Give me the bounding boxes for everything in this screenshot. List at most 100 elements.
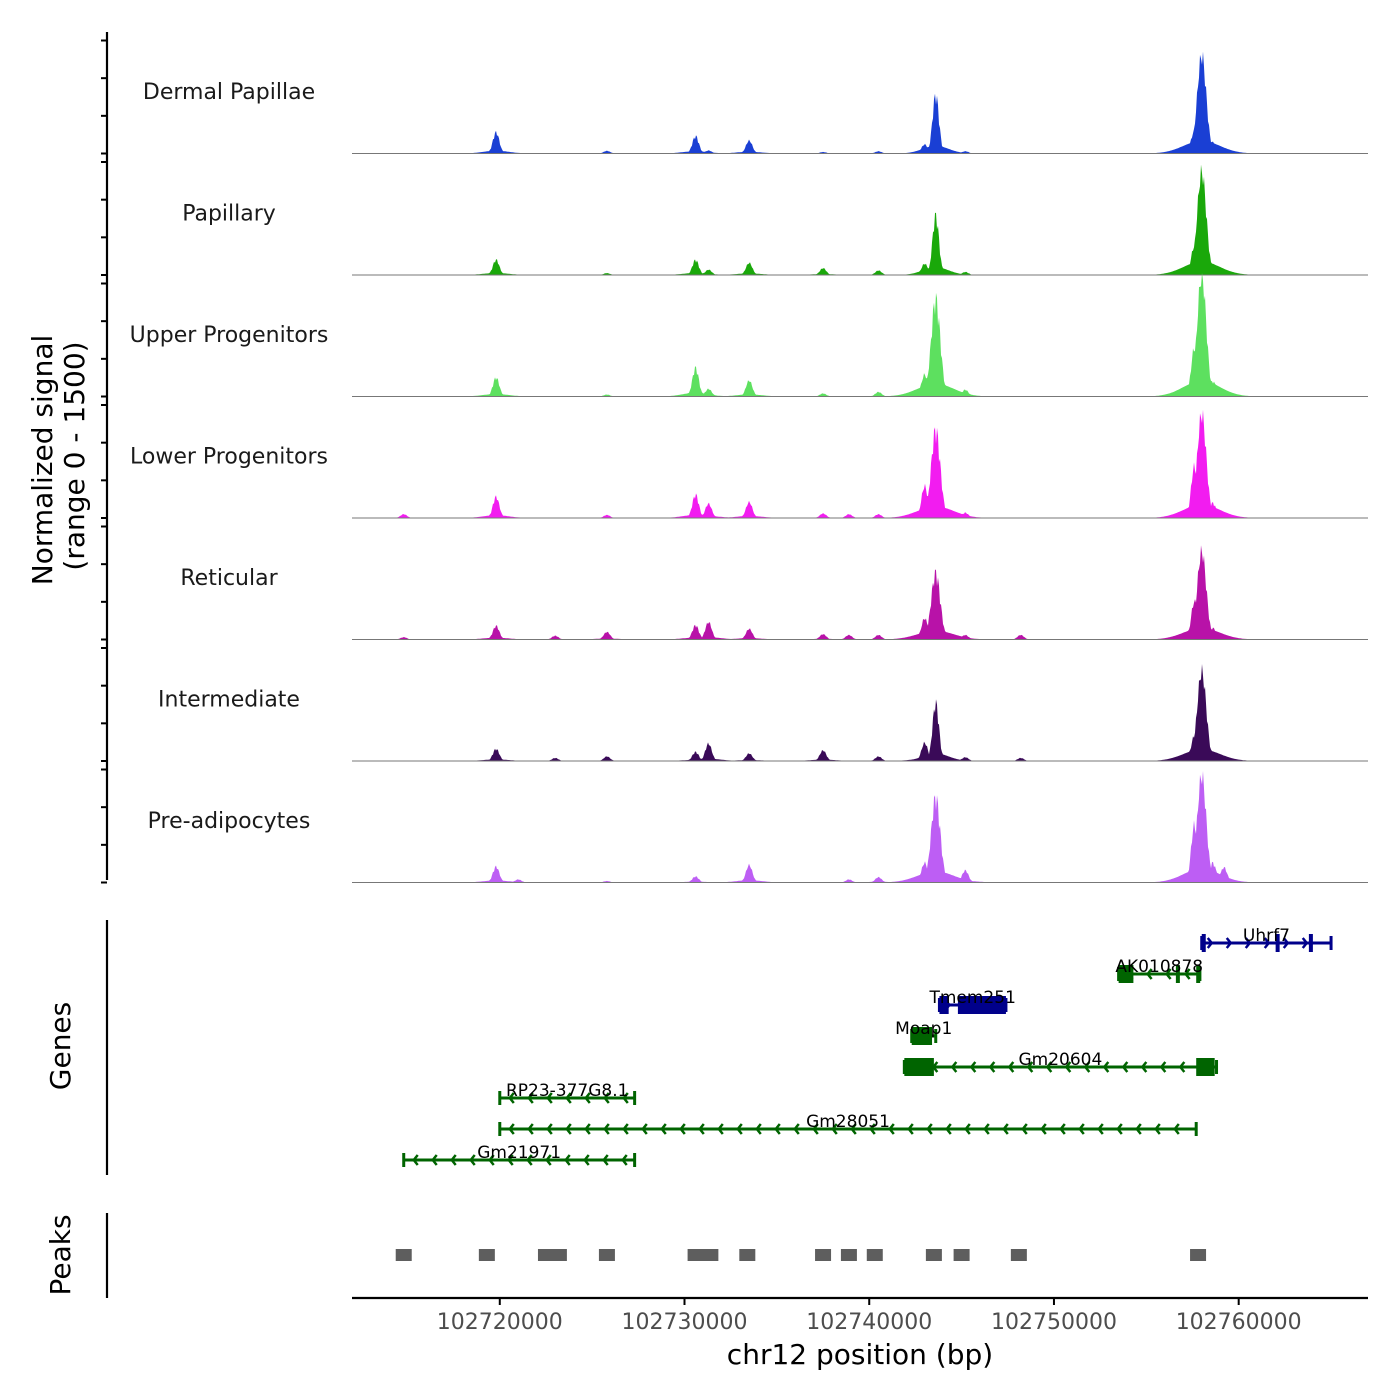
peak-region: [925, 1249, 942, 1261]
strand-arrow: [488, 1154, 495, 1166]
track-label: Upper Progenitors: [130, 323, 329, 348]
coverage-area: [352, 771, 1368, 883]
strand-arrow: [1282, 937, 1290, 949]
strand-arrow: [1064, 1061, 1072, 1073]
gene-label: Uhrf7: [1243, 926, 1290, 946]
gene-label: AK010878: [1115, 957, 1203, 977]
x-tick-label: 102740000: [806, 1310, 932, 1335]
strand-arrow: [1097, 1123, 1104, 1135]
exon: [911, 1027, 933, 1045]
peak-region: [687, 1249, 704, 1261]
strand-arrow: [1206, 937, 1214, 949]
strand-arrow: [907, 1123, 914, 1135]
gene-label: Gm21971: [477, 1143, 561, 1163]
strand-arrow: [508, 1092, 515, 1104]
strand-arrow: [565, 1092, 572, 1104]
track-label: Dermal Papillae: [143, 80, 315, 105]
strand-arrow: [1173, 1123, 1180, 1135]
track-label: Papillary: [182, 201, 276, 226]
strand-arrow: [1154, 1123, 1161, 1135]
peak-region: [702, 1249, 719, 1261]
y-axis-title: Normalized signal: [26, 335, 59, 586]
strand-arrow: [1225, 937, 1233, 949]
gene-label: Moap1: [895, 1019, 952, 1039]
strand-arrow: [1083, 1061, 1091, 1073]
peak-region: [840, 1249, 857, 1261]
x-tick-label: 102760000: [1176, 1310, 1302, 1335]
track-label: Intermediate: [158, 687, 300, 712]
exon: [1175, 965, 1180, 983]
strand-arrow: [698, 1123, 705, 1135]
peak-region: [815, 1249, 832, 1261]
gene-label: Gm28051: [806, 1112, 890, 1132]
y-axis-subtitle: (range 0 - 1500): [58, 341, 91, 570]
peak-region: [1010, 1249, 1027, 1261]
strand-arrow: [641, 1123, 648, 1135]
strand-arrow: [660, 1123, 667, 1135]
strand-arrow: [412, 1154, 419, 1166]
peak-region: [537, 1249, 554, 1261]
strand-arrow: [926, 1123, 933, 1135]
exon: [1308, 934, 1313, 952]
strand-arrow: [1140, 1061, 1148, 1073]
strand-arrow: [812, 1123, 819, 1135]
strand-arrow: [1021, 1123, 1028, 1135]
strand-arrow: [988, 1061, 996, 1073]
strand-arrow: [1184, 968, 1191, 980]
strand-arrow: [1078, 1123, 1085, 1135]
strand-arrow: [526, 1154, 533, 1166]
strand-arrow: [945, 1123, 952, 1135]
strand-arrow: [527, 1123, 534, 1135]
strand-arrow: [1026, 1061, 1034, 1073]
strand-arrow: [679, 1123, 686, 1135]
strand-arrow: [1146, 968, 1153, 980]
gene-label: Tmem251: [928, 988, 1015, 1008]
coverage-area: [352, 272, 1368, 397]
strand-arrow: [1102, 1061, 1110, 1073]
exon: [939, 996, 949, 1014]
strand-arrow: [1002, 1123, 1009, 1135]
strand-arrow: [850, 1123, 857, 1135]
peak-region: [395, 1249, 412, 1261]
strand-arrow: [508, 1123, 515, 1135]
strand-arrow: [584, 1123, 591, 1135]
coverage-area: [352, 545, 1368, 640]
peak-region: [1190, 1249, 1207, 1261]
strand-arrow: [964, 1123, 971, 1135]
strand-arrow: [546, 1123, 553, 1135]
strand-arrow: [545, 1154, 552, 1166]
peak-region: [866, 1249, 883, 1261]
strand-arrow: [507, 1154, 514, 1166]
gene-label: RP23-377G8.1: [506, 1081, 629, 1101]
strand-arrow: [564, 1154, 571, 1166]
strand-arrow: [1007, 1061, 1015, 1073]
exon: [904, 1058, 934, 1076]
strand-arrow: [1244, 937, 1252, 949]
x-axis-title: chr12 position (bp): [727, 1338, 993, 1371]
strand-arrow: [1301, 937, 1309, 949]
peak-region: [478, 1249, 495, 1261]
coverage-area: [352, 164, 1368, 275]
strand-arrow: [584, 1092, 591, 1104]
x-tick-label: 102730000: [622, 1310, 748, 1335]
strand-arrow: [622, 1092, 629, 1104]
strand-arrow: [736, 1123, 743, 1135]
strand-arrow: [602, 1154, 609, 1166]
peaks-track-title: Peaks: [44, 1214, 77, 1295]
coverage-area: [352, 409, 1368, 518]
strand-arrow: [1059, 1123, 1066, 1135]
strand-arrow: [888, 1123, 895, 1135]
strand-arrow: [983, 1123, 990, 1135]
strand-arrow: [1116, 1123, 1123, 1135]
strand-arrow: [565, 1123, 572, 1135]
strand-arrow: [622, 1123, 629, 1135]
peak-region: [953, 1249, 970, 1261]
exon: [1275, 934, 1280, 952]
strand-arrow: [450, 1154, 457, 1166]
strand-arrow: [603, 1092, 610, 1104]
strand-arrow: [431, 1154, 438, 1166]
track-label: Lower Progenitors: [130, 444, 328, 469]
signal-axis-ticks: [101, 39, 107, 884]
peak-region: [598, 1249, 615, 1261]
